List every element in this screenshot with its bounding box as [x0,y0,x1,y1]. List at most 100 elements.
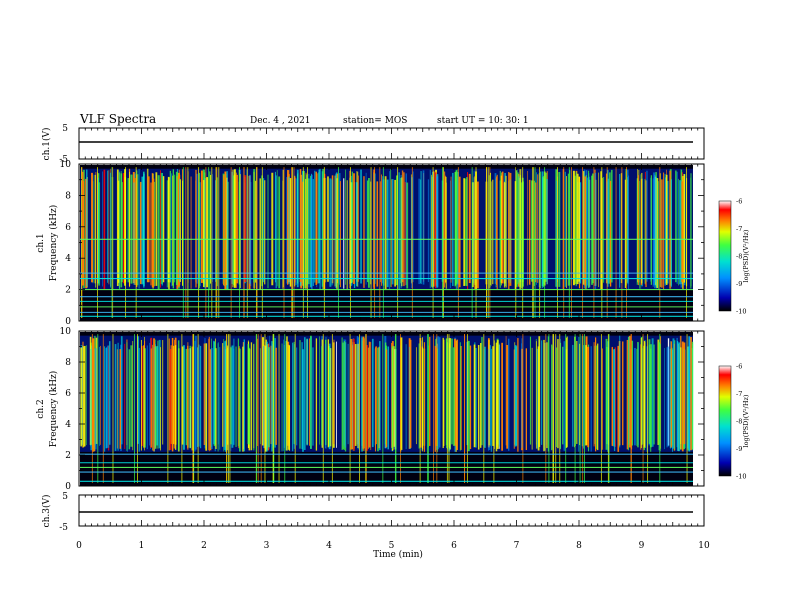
sferic-spike [302,167,304,318]
sferic-streak [660,343,661,452]
sferic-streak [496,340,499,449]
sferic-streak [380,181,382,283]
sferic-streak [138,347,140,452]
sferic-streak [576,173,579,285]
sferic-streak [391,345,394,450]
sferic-streak [415,347,417,445]
sferic-streak [504,172,506,286]
sferic-streak [688,337,691,450]
sferic-streak [345,169,347,285]
sferic-streak [230,347,232,445]
sferic-streak [460,345,462,450]
sferic-spike [552,334,554,483]
sferic-spike [557,167,558,318]
sferic-streak [344,339,347,448]
sferic-streak [613,348,616,452]
sferic-streak [130,174,133,284]
sferic-streak [303,337,306,450]
sferic-streak [400,337,403,450]
sferic-spike [97,167,98,318]
sferic-streak [569,170,571,286]
sferic-spike [257,334,259,483]
sferic-spike [427,334,429,483]
sferic-streak [282,180,284,289]
colorbar-tick-label: -7 [736,225,742,233]
sferic-streak [435,172,437,289]
sferic-streak [209,174,212,284]
sferic-streak [213,340,215,445]
sferic-streak [253,171,255,283]
sferic-spike [433,334,435,483]
sferic-streak [137,336,139,444]
sferic-streak [232,175,235,286]
sferic-spike [134,334,135,483]
sferic-streak [259,348,261,445]
sferic-spike [574,334,576,483]
sferic-streak [628,175,630,290]
sferic-streak [488,175,490,289]
sferic-streak [327,176,329,282]
sferic-streak [521,338,523,448]
sferic-streak [503,181,506,288]
sferic-streak [645,180,647,288]
sferic-spike [545,334,547,483]
sferic-streak [576,341,578,444]
sferic-streak [422,347,424,450]
sferic-spike [198,167,200,318]
sferic-streak [680,347,682,450]
sferic-streak [466,177,468,287]
sferic-spike [243,167,245,318]
sferic-streak [370,342,372,451]
ch1-frequency-yticks: 0 2 4 6 8 10 [60,160,704,327]
sferic-spike [606,167,608,318]
sferic-streak [354,344,357,446]
sferic-spike [111,167,113,318]
sferic-streak [206,177,209,288]
sferic-streak [396,175,398,286]
sferic-streak [572,170,575,286]
sferic-streak [299,169,302,282]
sferic-streak [637,343,639,445]
sferic-streak [501,172,502,286]
sferic-streak [535,341,537,449]
sferic-streak [376,181,379,287]
sferic-spike [539,167,541,318]
ch3-voltage-panel: 5 -5 ch.3(V) [41,492,705,533]
sferic-streak [162,340,164,445]
x-tick-label: 5 [389,541,395,551]
ch1-spectrogram-panel: 0 2 4 6 8 10 ch.1 Frequency (kHz) [36,160,705,327]
sferic-streak [626,339,629,450]
sferic-streak [366,345,368,451]
sferic-streak [133,182,135,285]
sferic-streak [643,340,646,447]
sferic-streak [169,348,172,451]
sferic-streak [367,347,369,449]
sferic-streak [494,173,497,284]
sferic-streak [189,345,191,449]
sferic-streak [289,178,292,287]
time-axis-tick-labels: 0 1 2 3 4 5 6 7 8 9 10 [76,541,710,551]
sferic-streak [338,173,341,285]
sferic-streak [678,178,679,286]
sferic-streak [94,348,97,450]
sferic-streak [400,177,403,287]
y-tick-label: 4 [65,254,71,264]
sferic-streak [637,169,638,283]
sferic-spike [272,334,274,483]
sferic-streak [412,171,414,283]
sferic-streak [153,346,155,452]
sferic-streak [179,178,181,282]
sferic-streak [609,172,611,284]
sferic-streak [543,339,545,452]
sferic-streak [587,346,590,448]
sferic-streak [585,175,587,290]
sferic-streak [676,171,678,284]
sferic-spike [246,167,248,318]
sferic-spike [466,334,468,483]
ch1-voltage-ylabel: ch.1(V) [41,128,52,161]
sferic-streak [250,342,253,451]
sferic-streak [689,337,692,451]
sferic-streak [357,171,359,287]
sferic-streak [423,342,425,452]
